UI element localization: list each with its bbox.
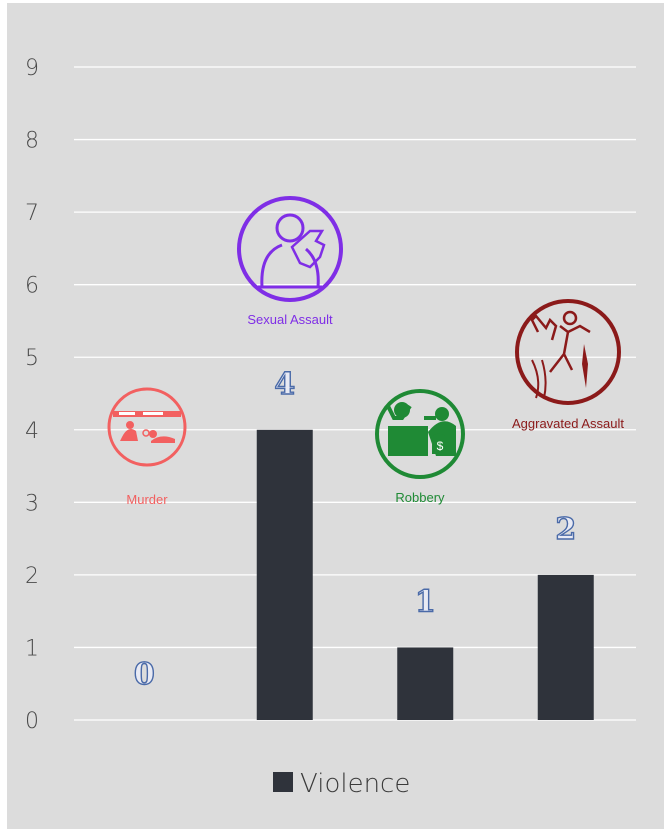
data-label: 2 bbox=[555, 512, 576, 547]
legend: Violence bbox=[273, 769, 410, 799]
bars bbox=[256, 429, 594, 720]
y-tick-label: 2 bbox=[25, 564, 39, 589]
data-label: 4 bbox=[274, 367, 295, 402]
y-tick-label: 1 bbox=[25, 636, 39, 661]
bar-aggravated-assault bbox=[537, 574, 594, 720]
legend-label: Violence bbox=[300, 769, 410, 799]
y-tick-label: 0 bbox=[25, 709, 39, 734]
icon-caption-murder: Murder bbox=[126, 492, 168, 507]
icon-caption-sexual-assault: Sexual Assault bbox=[247, 312, 333, 327]
legend-swatch bbox=[273, 772, 293, 792]
y-tick-label: 9 bbox=[25, 56, 39, 81]
y-tick-label: 4 bbox=[25, 419, 39, 444]
harassment-icon bbox=[237, 196, 343, 302]
crime-scene-icon bbox=[107, 387, 187, 467]
y-tick-label: 5 bbox=[25, 346, 39, 371]
y-tick-label: 7 bbox=[25, 201, 39, 226]
svg-text:$: $ bbox=[437, 439, 444, 453]
assault-icon bbox=[515, 299, 621, 405]
y-tick-label: 3 bbox=[25, 491, 39, 516]
data-label: 1 bbox=[415, 584, 436, 619]
y-axis-ticks: 0 1 2 3 4 5 6 7 8 9 bbox=[25, 56, 39, 734]
data-labels: 0 4 1 2 bbox=[133, 366, 577, 693]
data-label: 0 bbox=[134, 657, 155, 692]
icon-caption-aggravated-assault: Aggravated Assault bbox=[512, 416, 624, 431]
robbery-icon: $ bbox=[375, 389, 465, 479]
y-tick-label: 6 bbox=[25, 274, 39, 299]
y-tick-label: 8 bbox=[25, 129, 39, 154]
bar-chart: 0 1 2 3 4 5 6 7 8 9 0 4 1 2 Murder Sexual Assault bbox=[25, 56, 636, 799]
bar-sexual-assault bbox=[256, 429, 313, 720]
bar-robbery bbox=[397, 647, 454, 720]
icon-caption-robbery: Robbery bbox=[395, 490, 445, 505]
gridlines bbox=[74, 66, 636, 721]
chart-panel: 0 1 2 3 4 5 6 7 8 9 0 4 1 2 Murder Sexual Assault bbox=[7, 3, 664, 829]
